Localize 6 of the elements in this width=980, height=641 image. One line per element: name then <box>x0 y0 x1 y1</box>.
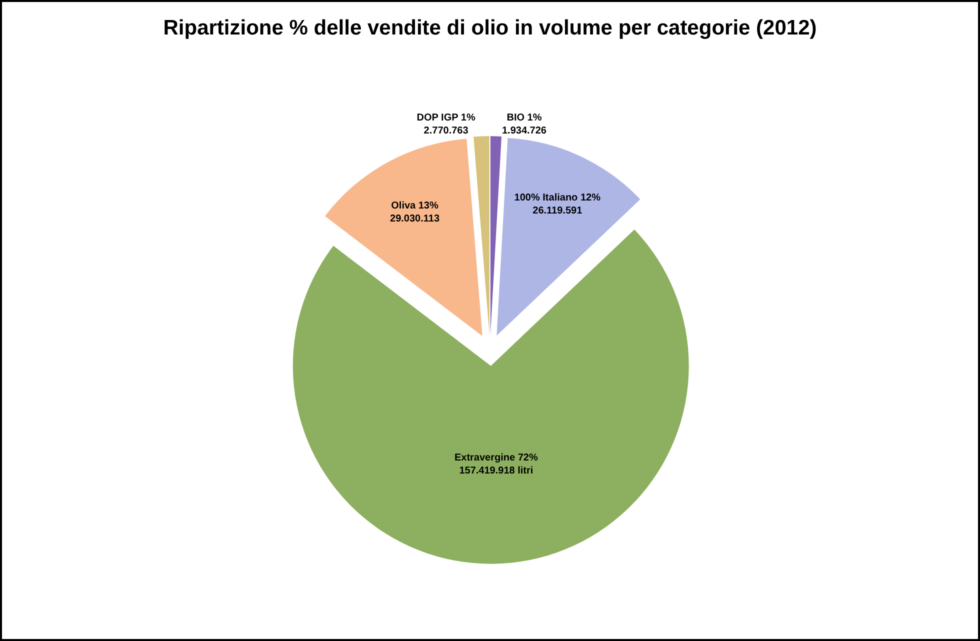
slice-label: DOP IGP 1% 2.770.763 <box>416 112 476 136</box>
slice-label: 100% Italiano 12% 26.119.591 <box>514 192 601 216</box>
chart-title: Ripartizione % delle vendite di olio in volume per categorie (2012) <box>163 16 817 40</box>
slice-label: BIO 1% 1.934.726 <box>502 112 547 136</box>
slice-label: Oliva 13% 29.030.113 <box>390 200 440 225</box>
slice-label: Extravergine 72% 157.419.918 litri <box>454 452 538 477</box>
